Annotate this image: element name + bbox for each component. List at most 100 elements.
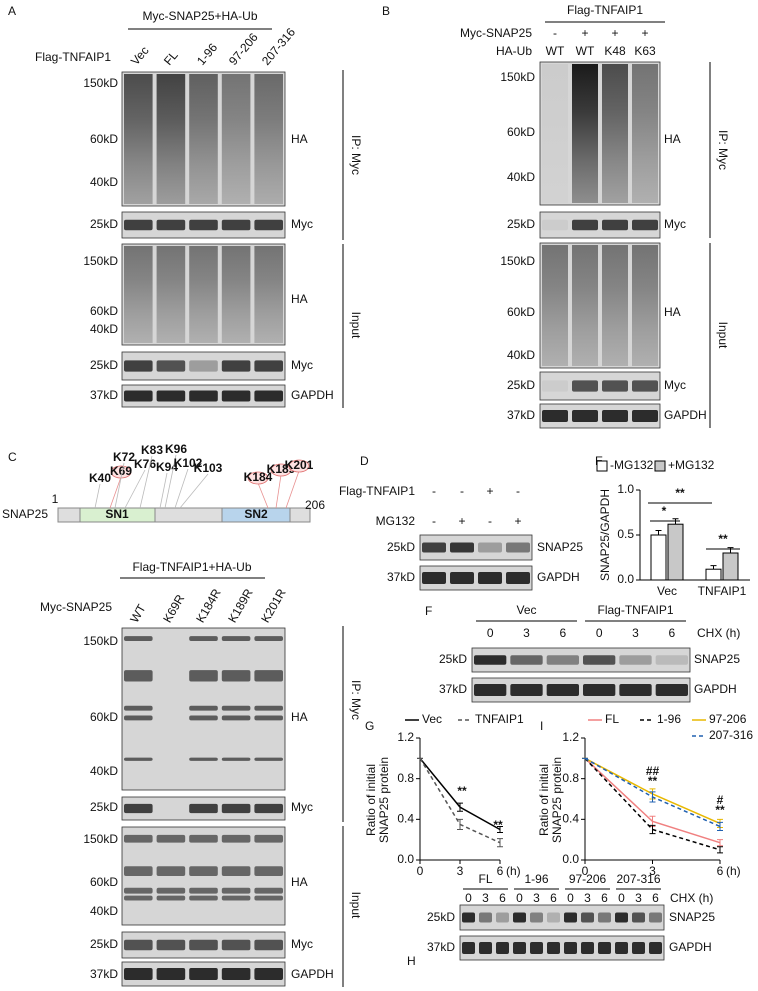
- blot-label: SNAP25: [669, 910, 715, 924]
- x-tick-label: 0: [417, 864, 424, 878]
- lane-label: 6: [601, 891, 608, 905]
- marker: 40kD: [507, 170, 535, 184]
- y-label: SNAP25 protein: [377, 757, 391, 843]
- blot-label: GAPDH: [694, 682, 737, 696]
- band: [124, 887, 153, 894]
- y-tick-label: 0.8: [562, 771, 579, 785]
- band: [510, 655, 543, 665]
- band: [632, 912, 645, 923]
- band: [254, 715, 283, 721]
- band: [474, 684, 507, 696]
- marker: 150kD: [500, 70, 535, 84]
- band: [583, 655, 616, 665]
- group-label: IP: Myc: [349, 135, 363, 175]
- blot-label: HA: [291, 710, 308, 724]
- marker: 25kD: [427, 910, 455, 924]
- site-line: [164, 454, 177, 509]
- blot-label: GAPDH: [664, 408, 707, 422]
- marker: 37kD: [90, 388, 118, 402]
- label: Myc-SNAP25+HA-Ub: [142, 9, 257, 23]
- y-label: Ratio of initial: [364, 764, 378, 836]
- site-line: [174, 468, 189, 509]
- lane-label: 207-316: [259, 25, 298, 68]
- site-line: [275, 474, 282, 509]
- lane-label: 0: [596, 626, 603, 640]
- site-label: K72: [113, 450, 135, 464]
- panel-label: H: [407, 954, 416, 968]
- site-line: [114, 462, 125, 509]
- band: [254, 895, 283, 901]
- band: [254, 887, 283, 894]
- band: [474, 655, 507, 665]
- lane-label: K184R: [193, 586, 224, 625]
- panel-label: A: [8, 4, 16, 18]
- band: [598, 942, 611, 954]
- blot-label: GAPDH: [537, 570, 580, 584]
- site-label: K201: [285, 458, 314, 472]
- band: [189, 968, 218, 980]
- band: [632, 410, 658, 422]
- significance: **: [715, 803, 725, 817]
- band: [530, 942, 543, 954]
- marker: 150kD: [83, 254, 118, 268]
- marker: 25kD: [507, 217, 535, 231]
- band: [496, 912, 509, 923]
- band: [542, 380, 568, 392]
- site-label: K184: [244, 470, 273, 484]
- site-label: K76: [134, 457, 156, 471]
- smear: [542, 64, 568, 203]
- panel-label: I: [540, 719, 543, 733]
- band: [649, 942, 662, 954]
- smear: [156, 74, 186, 204]
- band: [124, 715, 153, 721]
- legend-label: -MG132: [610, 458, 654, 472]
- lane-label: -: [553, 26, 557, 40]
- band: [221, 219, 251, 231]
- lane-label: Vec: [128, 44, 152, 68]
- legend-label: +MG132: [668, 458, 715, 472]
- label: CHX (h): [670, 891, 713, 905]
- lane-label: -: [516, 484, 520, 498]
- blot-label: SNAP25: [694, 652, 740, 666]
- lane-label: 6: [559, 626, 566, 640]
- band: [602, 410, 628, 422]
- blot-label: Myc: [291, 217, 313, 231]
- bar: [705, 568, 722, 581]
- blot-label: GAPDH: [669, 940, 712, 954]
- marker: 25kD: [90, 800, 118, 814]
- site-line: [124, 469, 146, 509]
- marker: 60kD: [90, 875, 118, 889]
- label: Vec: [516, 603, 536, 617]
- label: MG132: [376, 514, 416, 528]
- band: [581, 912, 594, 923]
- label: 206: [305, 498, 325, 512]
- lane-label: 6: [499, 891, 506, 905]
- lane-label: +: [581, 26, 588, 40]
- lane-label: K63: [634, 44, 656, 58]
- lane-label: +: [486, 484, 493, 498]
- band: [547, 912, 560, 923]
- band: [156, 866, 186, 876]
- band: [422, 542, 446, 553]
- lane-label: K189R: [225, 586, 256, 625]
- band: [221, 803, 251, 814]
- band: [124, 219, 153, 231]
- band: [581, 942, 594, 954]
- band: [221, 715, 251, 721]
- band: [547, 942, 560, 954]
- lane-label: +: [641, 26, 648, 40]
- y-tick-label: 0.0: [397, 852, 414, 866]
- site-line: [285, 470, 300, 509]
- blot-label: HA: [664, 305, 681, 319]
- smear: [572, 64, 598, 203]
- band: [189, 866, 218, 876]
- group-label: Input: [716, 322, 730, 349]
- y-tick-label: 0.5: [617, 527, 634, 541]
- bar: [667, 523, 684, 581]
- band: [506, 572, 530, 584]
- band: [124, 803, 153, 814]
- y-tick-label: 0.0: [617, 572, 634, 586]
- band: [564, 912, 577, 923]
- marker: 37kD: [507, 408, 535, 422]
